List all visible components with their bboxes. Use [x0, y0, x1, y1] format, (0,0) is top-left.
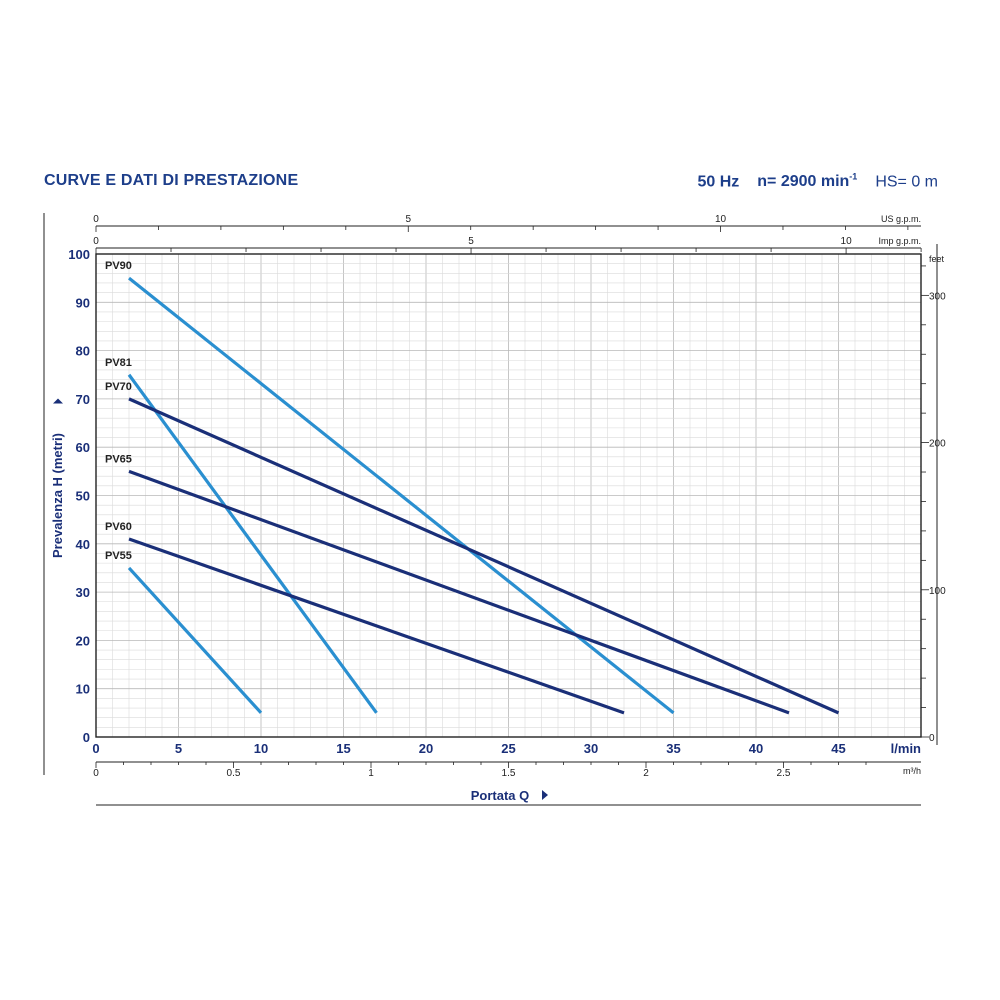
series-label-pv81: PV81 — [105, 357, 132, 369]
plot-border — [95, 253, 922, 738]
feet-tick-label: 300 — [929, 291, 946, 302]
x-tick-label: 25 — [501, 741, 515, 756]
x-tick-label: 10 — [254, 741, 268, 756]
x-tick-label: 20 — [419, 741, 433, 756]
series-label-pv55: PV55 — [105, 550, 132, 562]
us-tick-label: 10 — [715, 214, 727, 225]
m3h-tick-label: 2.5 — [777, 768, 791, 779]
series-line-pv81 — [127, 373, 378, 714]
x-axis-title: Portata Q — [471, 788, 530, 803]
imp-unit-label: Imp g.p.m. — [878, 236, 921, 246]
series-label-pv65: PV65 — [105, 453, 132, 465]
chart-title: CURVE E DATI DI PRESTAZIONE — [44, 172, 299, 189]
speed-value: n= 2900 min — [757, 173, 850, 191]
x-tick-label: 35 — [666, 741, 680, 756]
y-tick-label: 50 — [76, 489, 90, 504]
feet-unit-label: feet — [929, 254, 945, 264]
y-tick-label: 80 — [76, 344, 90, 359]
feet-tick-label: 100 — [929, 586, 946, 597]
y-axis-arrow-icon — [53, 398, 63, 404]
header-specs: 50 Hz n= 2900 min-1 HS= 0 m — [697, 172, 938, 191]
x-tick-label: 15 — [336, 741, 350, 756]
m3h-tick-label: 1 — [368, 768, 374, 779]
y-axis-title: Prevalenza H (metri) — [50, 433, 65, 558]
series-line-pv70 — [128, 397, 840, 715]
speed-label: n= 2900 min-1 — [757, 172, 858, 191]
m3h-unit-label: m³/h — [903, 766, 921, 776]
y-tick-label: 90 — [76, 295, 90, 310]
y-tick-label: 10 — [76, 682, 90, 697]
imp-tick-label: 5 — [468, 236, 474, 247]
x-tick-label: 30 — [584, 741, 598, 756]
series-line-pv90 — [128, 276, 675, 715]
y-tick-label: 40 — [76, 537, 90, 552]
m3h-tick-label: 1.5 — [502, 768, 516, 779]
x-tick-label: 40 — [749, 741, 763, 756]
series-line-pv60 — [128, 537, 625, 715]
series-label-pv60: PV60 — [105, 521, 132, 533]
us-unit-label: US g.p.m. — [881, 214, 921, 224]
series-labels: PV90 PV81 PV70 PV65 PV60 PV55 — [105, 260, 132, 562]
x-tick-label: 5 — [175, 741, 182, 756]
series-label-pv90: PV90 — [105, 260, 132, 272]
us-tick-label: 5 — [405, 214, 411, 225]
hs-label: HS= 0 m — [875, 173, 938, 191]
y-axis-title-group: Prevalenza H (metri) — [50, 398, 65, 558]
m3h-tick-label: 2 — [643, 768, 649, 779]
y-tick-label: 70 — [76, 392, 90, 407]
frequency-label: 50 Hz — [697, 173, 740, 191]
series-lines — [127, 276, 840, 715]
grid — [95, 253, 922, 738]
series-line-pv65 — [128, 469, 790, 715]
y-tick-label: 60 — [76, 440, 90, 455]
chart-frame — [43, 213, 938, 806]
us-tick-label: 0 — [93, 214, 99, 225]
x-unit-label: l/min — [891, 741, 921, 756]
y-tick-label: 20 — [76, 633, 90, 648]
m3h-tick-label: 0.5 — [227, 768, 241, 779]
x-axis-arrow-icon — [542, 790, 548, 800]
y-tick-label: 30 — [76, 585, 90, 600]
feet-tick-label: 200 — [929, 439, 946, 450]
imp-tick-label: 0 — [93, 236, 99, 247]
x-tick-label: 0 — [92, 741, 99, 756]
series-label-pv70: PV70 — [105, 381, 132, 393]
feet-tick-label: 0 — [929, 733, 935, 744]
series-line-pv55 — [127, 566, 263, 714]
y-tick-label: 0 — [83, 730, 90, 745]
imp-tick-label: 10 — [841, 236, 853, 247]
x-tick-label: 45 — [831, 741, 845, 756]
y-tick-label: 100 — [68, 247, 90, 262]
speed-exponent: -1 — [849, 172, 858, 182]
m3h-tick-label: 0 — [93, 768, 99, 779]
